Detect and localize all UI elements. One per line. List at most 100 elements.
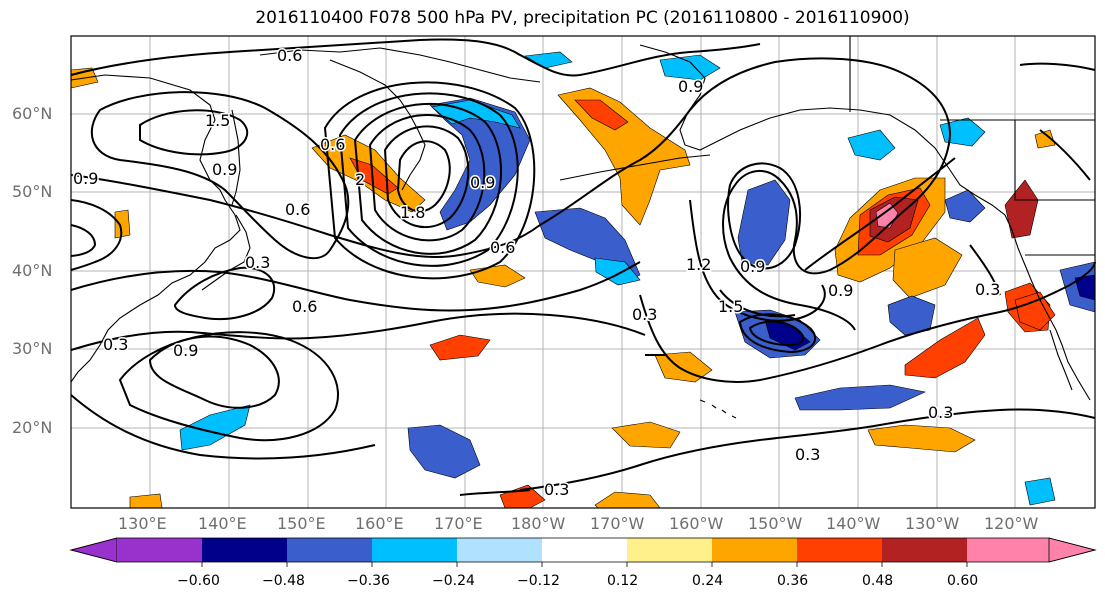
contour-label: 0.3: [632, 305, 657, 324]
contour-label: 0.9: [740, 257, 765, 276]
pv-contour-0.9-west: [90, 91, 350, 260]
contour-labels: 0.6 0.9 1.5 0.9 0.6 0.6 2 1.8 0.9 0.3 0.…: [72, 45, 1002, 501]
lon-label-150w: 150°W: [748, 514, 803, 533]
lon-label-140w: 140°W: [826, 514, 881, 533]
coast-asia: [70, 74, 241, 383]
lon-label-120w: 120°W: [984, 514, 1039, 533]
pv-contour-0.6-mid: [70, 261, 641, 312]
colorbar-tick-label: 0.12: [607, 573, 639, 589]
coastlines: [70, 36, 1095, 419]
precip-pos-bering: [557, 87, 691, 226]
pv-contour-0.3-east: [639, 261, 1096, 383]
colorbar-outline: [69, 537, 1097, 563]
precip-pos-midpac: [429, 334, 491, 361]
pv-contour-alaska-trough: [539, 57, 952, 331]
pv-contour-gulf-ring-2: [748, 320, 805, 347]
coast-baja: [1049, 329, 1073, 391]
pv-contour-0.9-gulf: [727, 162, 801, 270]
colorbar-segment-4: [372, 538, 457, 562]
lon-label-160w: 160°W: [669, 514, 724, 533]
contour-label: 0.3: [544, 480, 569, 499]
coast-hawaii: [699, 399, 737, 419]
colorbar-segment-9: [797, 538, 882, 562]
pv-contour-low-1: [383, 125, 470, 228]
contour-label: 0.6: [277, 46, 302, 65]
contour-label: 1.5: [718, 297, 743, 316]
pv-contour-0.3-westjapan: [173, 266, 276, 321]
precip-neg-mid-east: [1024, 477, 1056, 506]
contour-label: 0.9: [678, 77, 703, 96]
pv-contour-0.6-right: [1039, 129, 1091, 181]
colorbar-segment-7: [627, 538, 712, 562]
precip-pos-pnw: [1014, 291, 1056, 331]
lat-label-50n: 50°N: [12, 182, 53, 201]
coast-alaska-west: [639, 44, 976, 196]
colorbar-segment-10: [882, 538, 967, 562]
lon-label-150e: 150°E: [277, 514, 326, 533]
pv-contour-low-center: [396, 140, 451, 213]
coast-siberia: [259, 47, 541, 83]
precip-neg-canada: [939, 117, 986, 147]
precip-shading: [70, 51, 1096, 509]
pv-contour-low-2: [368, 113, 486, 242]
precip-pos-south: [867, 424, 976, 453]
colorbar-segment-2: [202, 538, 287, 562]
colorbar-tick-label: 0.36: [777, 573, 809, 589]
precip-pos-interior: [1004, 179, 1039, 239]
coast-namerica: [974, 194, 1091, 401]
pv-contour-low-5: [323, 81, 536, 280]
colorbar-segment-11: [967, 538, 1049, 562]
lat-label-60n: 60°N: [12, 104, 53, 123]
pv-contour-low-4: [338, 92, 519, 267]
colorbar-tick-label: 0.48: [862, 573, 894, 589]
coast-sakhalin: [231, 109, 241, 206]
colorbar-tick-label: 0.60: [947, 573, 979, 589]
colorbar-tick-label: 0.24: [692, 573, 724, 589]
contour-label: 0.3: [245, 253, 270, 272]
precip-neg-low-west: [737, 179, 791, 266]
contour-label: 0.9: [470, 173, 495, 192]
precip-neg-top: [659, 54, 721, 81]
precip-neg-subtropical: [794, 384, 926, 411]
border-canada: [849, 36, 1095, 256]
precip-pos-hawaii: [611, 421, 681, 449]
lon-label-170e: 170°E: [434, 514, 483, 533]
precip-neg-kamchatka: [429, 97, 531, 231]
map-frame: [70, 35, 1096, 509]
pv-contour-1.2-west: [70, 224, 97, 257]
pv-contour-1.2-loop: [689, 199, 826, 322]
colorbar-tick-label: −0.12: [517, 573, 560, 589]
precip-pos-canada-e: [1034, 129, 1056, 149]
precip-pos-japan-sea: [114, 209, 131, 239]
contour-label: 1.8: [400, 203, 425, 222]
contour-label: 0.6: [320, 135, 345, 154]
colorbar-tick-label: −0.36: [347, 573, 390, 589]
contour-label: 1.2: [686, 255, 711, 274]
pv-contour-0.6-west: [70, 174, 541, 258]
contour-label: 0.6: [285, 200, 310, 219]
precip-neg-westpac: [179, 404, 251, 451]
colorbar-tick-label: −0.24: [432, 573, 475, 589]
pv-contour-0.9-subtrop: [148, 335, 280, 409]
contour-label: 0.9: [828, 281, 853, 300]
contour-label: 0.9: [73, 169, 98, 188]
contour-label: 0.3: [103, 335, 128, 354]
pv-contour-0.6-subtrop: [118, 331, 339, 442]
pv-contour-0.3-subtrop: [70, 394, 376, 460]
precip-pos-offshore-bc: [892, 237, 963, 299]
precip-neg-offshore: [887, 295, 936, 336]
colorbar-extend-high: [1048, 537, 1097, 563]
precip-pos-bering-core: [574, 99, 629, 131]
colorbar-segment-6: [542, 538, 627, 562]
pv-contours: [70, 38, 1096, 496]
pv-contour-0.6-top: [70, 38, 761, 77]
contour-label: 0.3: [928, 403, 953, 422]
lat-label-30n: 30°N: [12, 339, 53, 358]
lon-label-140e: 140°E: [198, 514, 247, 533]
contour-label: 1.5: [205, 111, 230, 130]
contour-label: 0.3: [795, 445, 820, 464]
lat-label-20n: 20°N: [12, 418, 53, 437]
pv-contour-0.3-sw: [459, 489, 531, 496]
pv-contour-0.9-westedge: [70, 199, 123, 271]
